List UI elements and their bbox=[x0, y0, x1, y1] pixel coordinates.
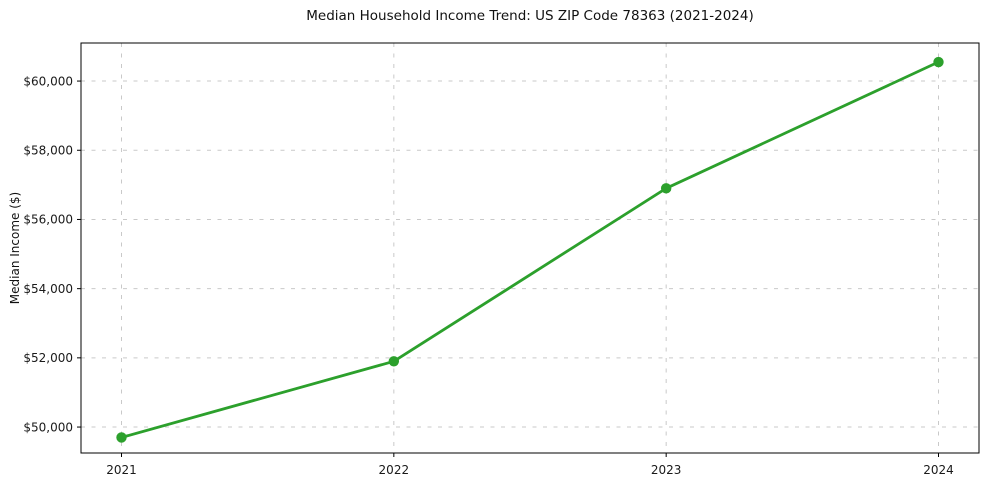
x-tick-label: 2023 bbox=[651, 463, 682, 477]
trend-line bbox=[120, 60, 940, 439]
y-tick-label: $50,000 bbox=[23, 420, 73, 434]
x-tick-label: 2024 bbox=[923, 463, 954, 477]
y-tick-label: $56,000 bbox=[23, 213, 73, 227]
chart-title: Median Household Income Trend: US ZIP Co… bbox=[306, 8, 754, 24]
plot-border bbox=[80, 42, 980, 454]
data-point-2023 bbox=[660, 183, 672, 194]
x-tick-label: 2022 bbox=[379, 463, 410, 477]
y-tick-label: $60,000 bbox=[23, 74, 73, 88]
data-point-2022 bbox=[388, 356, 400, 367]
y-tick-label: $52,000 bbox=[23, 351, 73, 365]
x-tick-label: 2021 bbox=[106, 463, 137, 477]
data-point-2021 bbox=[116, 432, 127, 443]
data-point-2024 bbox=[933, 56, 944, 68]
y-axis-label: Median Income ($) bbox=[8, 191, 22, 305]
y-tick-label: $58,000 bbox=[23, 143, 73, 157]
y-tick-label: $54,000 bbox=[23, 282, 73, 296]
